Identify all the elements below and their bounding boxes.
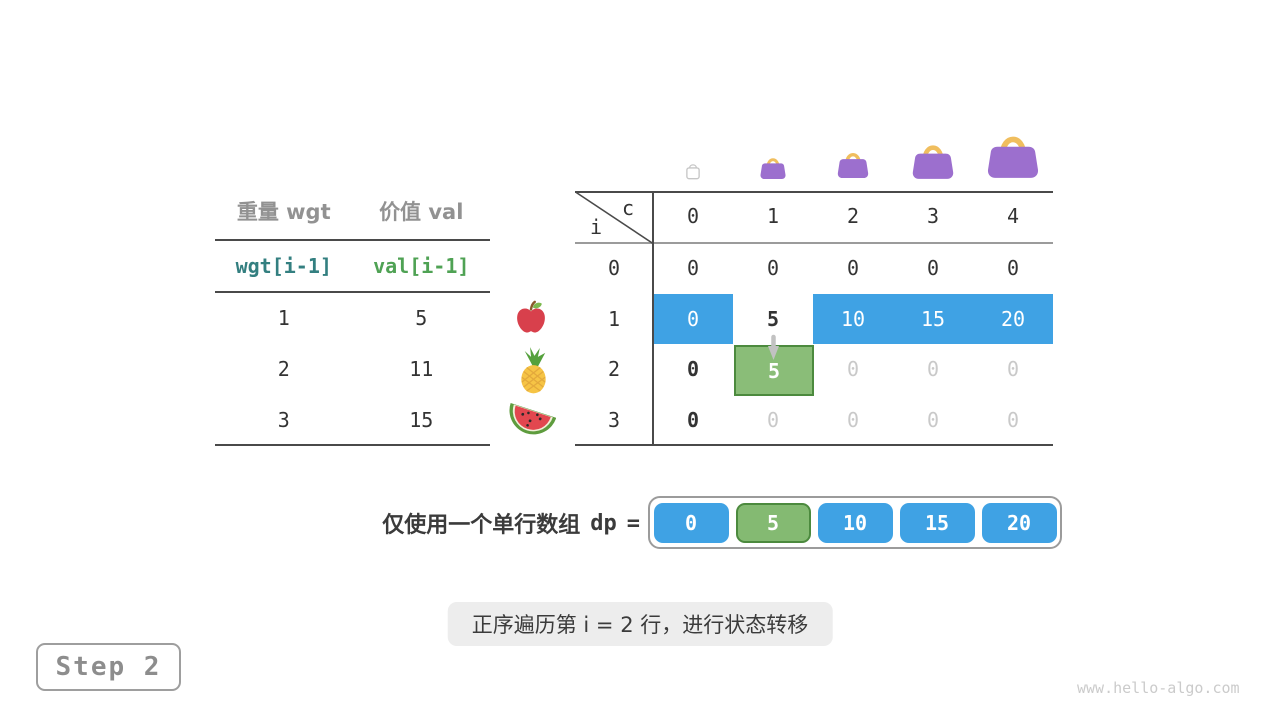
ghost-bag-icon [686, 164, 700, 180]
val-code-label: val[i-1] [373, 254, 470, 278]
dp-cell-highlighted: 0 [653, 293, 733, 344]
dp-cell: 0 [846, 256, 860, 281]
dp-cell-highlighted: 15 [893, 293, 973, 344]
col-label: 0 [686, 204, 700, 228]
dp-col-labels: 0 1 2 3 4 [653, 204, 1053, 228]
dp-array-equals: = [626, 510, 640, 536]
dp-cell: 0 [686, 357, 700, 382]
row-label: 3 [607, 407, 621, 432]
item-3-value: 15 [409, 408, 434, 432]
item-2-weight: 2 [277, 357, 290, 381]
dp-cell-pending: 0 [1006, 357, 1020, 382]
dp-array-label: 仅使用一个单行数组 dp = [300, 507, 640, 539]
dp-cell-pending: 0 [766, 407, 780, 432]
watermark: www.hello-algo.com [1077, 679, 1240, 697]
caption: 正序遍历第 i = 2 行，进行状态转移 [447, 602, 833, 646]
row-label: 0 [607, 256, 621, 281]
item-row-3: 3 15 [215, 408, 490, 432]
dp-cell-highlighted: 20 [973, 293, 1053, 344]
dp-cell-highlighted: 10 [813, 293, 893, 344]
dp-cell: 0 [686, 256, 700, 281]
col-label: 2 [846, 204, 860, 228]
purple-bag-lg-icon [987, 136, 1039, 178]
dp-table-header-rule [575, 242, 1053, 244]
dp-array-cell: 10 [817, 502, 893, 543]
dp-table-bottom-rule [575, 444, 1053, 446]
purple-bag-sm-icon [837, 152, 869, 178]
dp-row-labels: 0 1 2 3 [575, 243, 653, 445]
item-1-weight: 1 [277, 306, 290, 330]
col-label: 1 [766, 204, 780, 228]
dp-table-top-rule [575, 191, 1053, 193]
pineapple-icon [521, 347, 546, 394]
items-table-bottom-rule [215, 444, 490, 446]
items-table-code-header: wgt[i-1] val[i-1] [215, 254, 490, 278]
corner-diagonal-line [575, 191, 654, 244]
dp-cell: 0 [766, 256, 780, 281]
item-1-value: 5 [415, 306, 428, 330]
dp-array-cell: 20 [981, 502, 1057, 543]
dp-array-label-text: 仅使用一个单行数组 [382, 513, 581, 538]
corner-label-i: i [589, 215, 603, 239]
item-3-weight: 3 [277, 408, 290, 432]
dp-array-container: 0 5 10 15 20 [648, 496, 1062, 549]
dp-cell-pending: 0 [926, 357, 940, 382]
dp-cell-pending: 0 [846, 407, 860, 432]
item-row-1: 1 5 [215, 306, 490, 330]
dp-array-cell-active: 5 [735, 502, 811, 543]
dp-cell-pending: 0 [926, 407, 940, 432]
dp-array-cell: 0 [653, 502, 729, 543]
step-badge: Step 2 [36, 643, 181, 691]
apple-icon [517, 300, 545, 333]
corner-label-c: c [621, 196, 635, 220]
dp-array-cell: 15 [899, 502, 975, 543]
items-table-header: 重量 wgt 价值 val [215, 196, 490, 226]
dp-table-vertical-rule [652, 191, 654, 446]
dp-cell: 0 [926, 256, 940, 281]
dp-cell-source: 5 [766, 306, 780, 331]
wgt-code-label: wgt[i-1] [235, 254, 332, 278]
dp-array-label-code: dp [590, 510, 617, 536]
col-label: 3 [926, 204, 940, 228]
items-table-top-rule [215, 239, 490, 241]
row-label: 1 [607, 306, 621, 331]
dp-matrix: 0 0 0 0 0 0 5 10 15 20 0 0 0 0 0 0 0 0 0 [653, 243, 1053, 445]
purple-bag-xs-icon [760, 158, 786, 179]
purple-bag-md-icon [912, 145, 954, 179]
col-label: 4 [1006, 204, 1020, 228]
dp-cell-pending: 0 [846, 357, 860, 382]
item-row-2: 2 11 [215, 357, 490, 381]
transfer-arrow-icon [768, 334, 779, 360]
dp-cell: 0 [1006, 256, 1020, 281]
dp-cell: 0 [686, 407, 700, 432]
items-table-mid-rule [215, 291, 490, 293]
watermelon-icon [509, 402, 556, 435]
dp-cell-pending: 0 [1006, 407, 1020, 432]
value-column-header: 价值 val [379, 200, 464, 224]
weight-column-header: 重量 wgt [236, 200, 331, 224]
row-label: 2 [607, 357, 621, 382]
item-2-value: 11 [409, 357, 434, 381]
